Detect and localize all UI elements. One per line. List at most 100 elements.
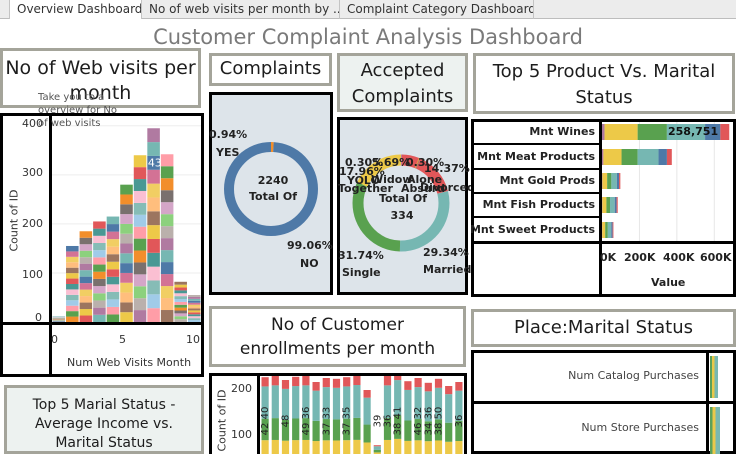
web-visits-bar-segment[interactable] — [66, 311, 79, 317]
web-visits-bar-segment[interactable] — [106, 269, 120, 277]
web-visits-bar-segment[interactable] — [93, 228, 106, 236]
web-visits-bar-segment[interactable] — [174, 304, 187, 308]
web-visits-bar-segment[interactable] — [120, 194, 133, 205]
enrollment-bar-segment[interactable] — [271, 376, 279, 386]
enrollment-bar-segment[interactable] — [434, 419, 443, 441]
web-visits-bar-segment[interactable] — [160, 286, 174, 299]
web-visits-bar-segment[interactable] — [93, 257, 106, 265]
web-visits-bar-segment[interactable] — [160, 214, 174, 227]
web-visits-bar-segment[interactable] — [187, 300, 201, 303]
enrollment-bar-segment[interactable] — [312, 441, 320, 454]
product-bar-segment[interactable] — [637, 124, 667, 140]
web-visits-bar-segment[interactable] — [93, 293, 106, 301]
product-bar-segment[interactable] — [606, 197, 611, 213]
web-visits-bar-segment[interactable] — [79, 250, 93, 258]
web-visits-bar-segment[interactable] — [93, 314, 106, 322]
web-visits-bar-segment[interactable] — [106, 246, 120, 255]
enrollment-bar-segment[interactable] — [302, 376, 310, 386]
web-visits-bar-segment[interactable] — [133, 155, 147, 168]
enrollment-bar-segment[interactable] — [445, 441, 453, 454]
web-visits-bar-segment[interactable] — [160, 202, 174, 215]
tab-complaint-category-dashboard[interactable]: Complaint Category Dashboard — [340, 0, 534, 19]
web-visits-bar-segment[interactable] — [147, 225, 160, 239]
web-visits-bar-segment[interactable] — [160, 226, 174, 239]
enrollment-bar-segment[interactable] — [383, 439, 392, 454]
web-visits-bar-segment[interactable] — [174, 313, 187, 317]
product-row[interactable]: Mnt Wines — [474, 125, 599, 139]
product-bar-segment[interactable] — [605, 222, 608, 238]
web-visits-bar-segment[interactable] — [147, 142, 160, 156]
enrollment-bar-segment[interactable] — [332, 387, 341, 420]
enrollment-bar-segment[interactable] — [394, 415, 402, 439]
web-visits-bar-segment[interactable] — [79, 289, 93, 297]
enrollment-bar-segment[interactable] — [455, 390, 463, 421]
web-visits-bar-segment[interactable] — [187, 310, 201, 313]
enrollment-bar-segment[interactable] — [445, 422, 453, 442]
web-visits-bar-segment[interactable] — [187, 304, 201, 307]
enrollment-bar-segment[interactable] — [414, 387, 422, 420]
web-visits-bar-segment[interactable] — [160, 178, 174, 191]
enrollment-bar-segment[interactable] — [322, 419, 330, 441]
enrollment-bar-segment[interactable] — [322, 387, 330, 420]
web-visits-bar-segment[interactable] — [120, 282, 133, 293]
web-visits-bar-segment[interactable] — [147, 252, 160, 267]
web-visits-bar-segment[interactable] — [133, 298, 147, 311]
enrollment-bar-segment[interactable] — [271, 418, 279, 440]
enrollment-bar-segment[interactable] — [322, 440, 330, 454]
enrollment-bar-segment[interactable] — [343, 418, 351, 441]
web-visits-bar-segment[interactable] — [120, 233, 133, 244]
tab-overview-dashboard[interactable]: Overview Dashboard — [9, 0, 142, 19]
enrollment-bar-segment[interactable] — [302, 418, 310, 440]
web-visits-bar-segment[interactable] — [133, 226, 147, 239]
product-bar-segment[interactable] — [602, 197, 607, 213]
enrollment-bar-segment[interactable] — [424, 382, 432, 392]
web-visits-bar-segment[interactable] — [79, 315, 93, 322]
web-visits-bar-segment[interactable] — [106, 276, 120, 285]
enrollment-bar-segment[interactable] — [271, 439, 279, 454]
web-visits-bar-segment[interactable] — [160, 190, 174, 203]
web-visits-bar-segment[interactable] — [147, 294, 160, 309]
enrollment-bar-segment[interactable] — [292, 376, 300, 387]
web-visits-bar-segment[interactable] — [79, 302, 93, 310]
web-visits-bar-segment[interactable] — [106, 291, 120, 300]
web-visits-bar-segment[interactable] — [66, 262, 79, 268]
enrollment-bar-segment[interactable] — [343, 377, 351, 387]
web-visits-bar-segment[interactable] — [133, 238, 147, 251]
enrollment-bar-segment[interactable] — [261, 418, 269, 441]
enrollment-bar-segment[interactable] — [312, 382, 320, 391]
web-visits-bar-segment[interactable] — [106, 299, 120, 307]
enrollment-bar-segment[interactable] — [414, 419, 422, 441]
enrollment-bar-segment[interactable] — [394, 380, 402, 416]
product-bar-segment[interactable] — [610, 197, 615, 213]
web-visits-bar-segment[interactable] — [93, 307, 106, 315]
web-visits-bar-segment[interactable] — [147, 155, 160, 170]
web-visits-bar-segment[interactable] — [147, 238, 160, 253]
web-visits-bar-segment[interactable] — [66, 273, 79, 279]
web-visits-bar-segment[interactable] — [79, 263, 93, 271]
web-visits-bar-segment[interactable] — [106, 254, 120, 262]
web-visits-bar-segment[interactable] — [106, 239, 120, 247]
web-visits-bar-segment[interactable] — [187, 302, 201, 305]
web-visits-bar-segment[interactable] — [174, 316, 187, 320]
product-bar-segment[interactable] — [603, 149, 622, 165]
web-visits-bar-segment[interactable] — [187, 320, 201, 322]
web-visits-bar-segment[interactable] — [133, 190, 147, 203]
tab-web-visits-per-month[interactable]: No of web visits per month by ... — [142, 0, 340, 19]
web-visits-bar-segment[interactable] — [106, 224, 120, 232]
product-row[interactable]: Mnt Meat Products — [474, 150, 599, 164]
web-visits-bar-segment[interactable] — [66, 305, 79, 312]
web-visits-bar-segment[interactable] — [187, 316, 201, 319]
enrollment-bar-segment[interactable] — [455, 420, 463, 442]
enrollment-bar-segment[interactable] — [363, 397, 371, 425]
web-visits-bar-segment[interactable] — [174, 287, 187, 291]
enrollment-bar-segment[interactable] — [292, 418, 300, 441]
web-visits-bar-segment[interactable] — [120, 292, 133, 303]
web-visits-bar-segment[interactable] — [174, 310, 187, 314]
enrollment-bar-segment[interactable] — [373, 446, 381, 450]
product-bar-segment[interactable] — [720, 124, 730, 140]
web-visits-bar-segment[interactable] — [120, 272, 133, 283]
product-bar-segment[interactable] — [602, 124, 605, 140]
web-visits-bar-segment[interactable] — [187, 308, 201, 311]
web-visits-bar-segment[interactable] — [120, 184, 133, 195]
product-bar-segment[interactable] — [666, 124, 706, 140]
